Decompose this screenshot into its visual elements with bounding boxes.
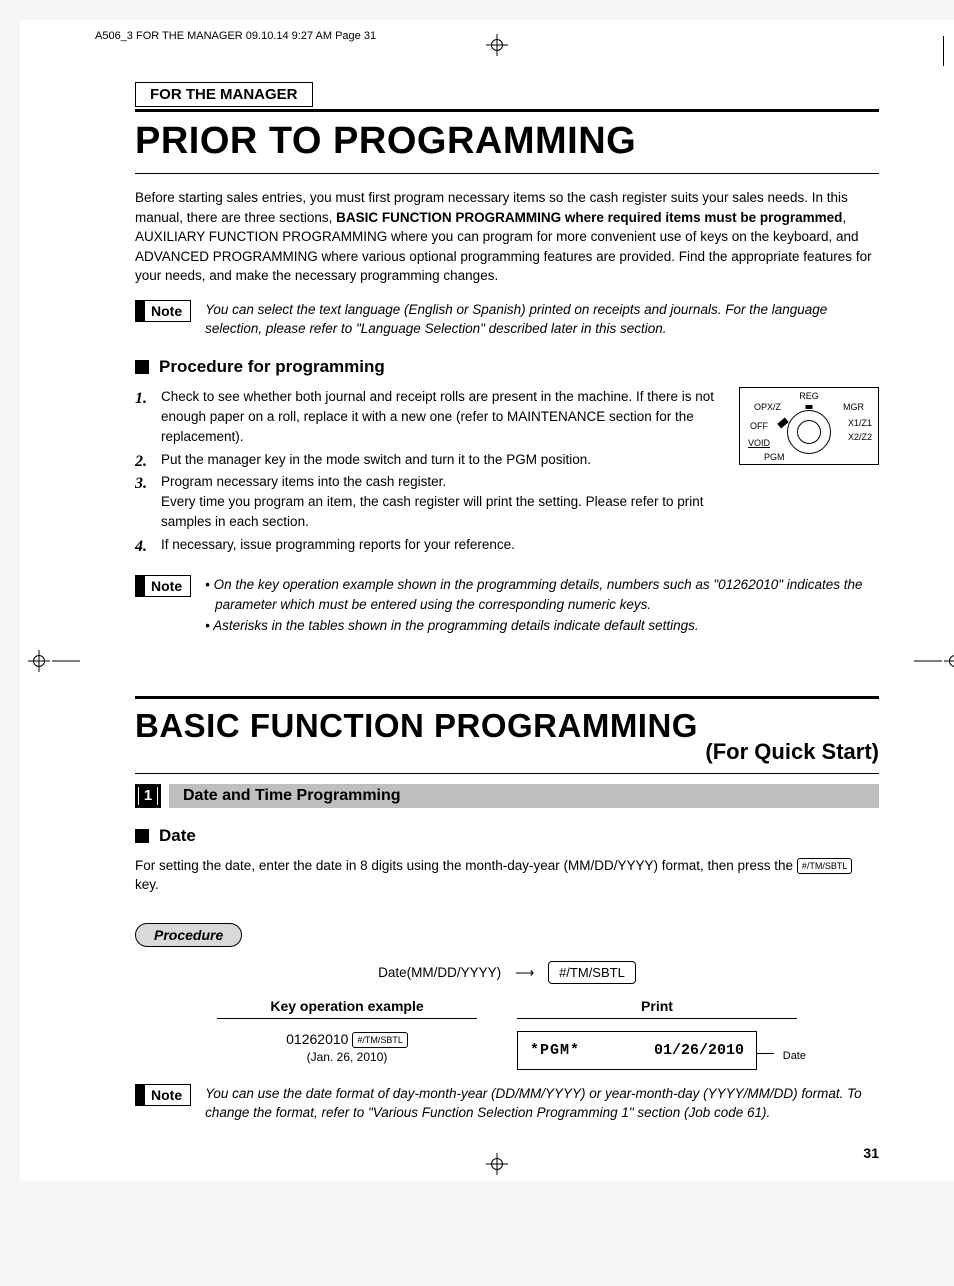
- date-intro-b: key.: [135, 877, 159, 892]
- key-ex-sub: (Jan. 26, 2010): [217, 1050, 477, 1064]
- step-4: 4.If necessary, issue programming report…: [135, 535, 721, 555]
- dial-x1z1: X1/Z1: [848, 418, 872, 428]
- trim-mark-right: [943, 36, 944, 66]
- subheading-text: Procedure for programming: [159, 357, 385, 377]
- date-heading: Date: [159, 826, 196, 846]
- square-bullet-icon: [135, 360, 149, 374]
- callout-line: [756, 1053, 774, 1054]
- step-2-text: Put the manager key in the mode switch a…: [161, 452, 591, 467]
- steps-and-dial: 1.Check to see whether both journal and …: [135, 387, 879, 565]
- step-4-text: If necessary, issue programming reports …: [161, 537, 515, 552]
- page: A506_3 FOR THE MANAGER 09.10.14 9:27 AM …: [20, 20, 954, 1181]
- dial-reg: REG: [799, 391, 819, 401]
- print-pgm: *PGM*: [530, 1042, 580, 1059]
- flow-input-label: Date(MM/DD/YYYY): [378, 965, 501, 980]
- step-3a-text: Program necessary items into the cash re…: [161, 474, 446, 489]
- square-bullet-icon: [135, 829, 149, 843]
- thin-rule-2: [135, 773, 879, 774]
- dial-mgr: MGR: [843, 402, 864, 412]
- procedure-steps: 1.Check to see whether both journal and …: [135, 387, 721, 555]
- dial-circle: [787, 410, 831, 454]
- mode-switch-diagram: REG OPX/Z MGR OFF X1/Z1 VOID X2/Z2 PGM: [739, 387, 879, 465]
- note-text-2: • On the key operation example shown in …: [205, 575, 879, 638]
- key-ex-digits: 01262010: [286, 1031, 348, 1047]
- key-ex-key: #/TM/SBTL: [352, 1032, 408, 1048]
- dial-x2z2: X2/Z2: [848, 432, 872, 442]
- step-1: 1.Check to see whether both journal and …: [135, 387, 721, 448]
- thin-rule: [135, 173, 879, 174]
- note-block-3: Note You can use the date format of day-…: [135, 1084, 879, 1123]
- note-text-3: You can use the date format of day-month…: [205, 1084, 879, 1123]
- note2-bullet-1: • On the key operation example shown in …: [205, 575, 879, 614]
- dial-opxz: OPX/Z: [754, 402, 781, 412]
- dial-void: VOID: [748, 438, 770, 448]
- procedure-flow: Date(MM/DD/YYYY) ⟶ #/TM/SBTL: [135, 961, 879, 984]
- topic-bar: 1 Date and Time Programming: [135, 784, 879, 808]
- dial-marker: [806, 405, 813, 409]
- note-badge: Note: [135, 300, 191, 322]
- registration-mark-bottom: [486, 1153, 508, 1175]
- note-block-1: Note You can select the text language (E…: [135, 300, 879, 339]
- date-intro-a: For setting the date, enter the date in …: [135, 858, 797, 873]
- note2-bullet-2: • Asterisks in the tables shown in the p…: [205, 616, 879, 636]
- dial-off: OFF: [750, 421, 768, 431]
- print-sample-box: *PGM* 01/26/2010 Date: [517, 1031, 757, 1070]
- dial-pgm: PGM: [764, 452, 785, 462]
- subheading-date: Date: [135, 826, 879, 846]
- key-example: 01262010 #/TM/SBTL (Jan. 26, 2010): [217, 1031, 477, 1064]
- topic-number: 1: [135, 784, 161, 808]
- topic-label: Date and Time Programming: [169, 784, 879, 808]
- key-tmsbtl-inline: #/TM/SBTL: [797, 858, 853, 874]
- step-3: 3.Program necessary items into the cash …: [135, 472, 721, 533]
- arrow-icon: ⟶: [515, 965, 534, 980]
- heavy-rule: [135, 109, 879, 112]
- intro-bold: BASIC FUNCTION PROGRAMMING where require…: [336, 210, 842, 225]
- note-badge-2: Note: [135, 575, 191, 597]
- note-badge-3: Note: [135, 1084, 191, 1106]
- example-columns: Key operation example 01262010 #/TM/SBTL…: [135, 998, 879, 1070]
- step-2: 2.Put the manager key in the mode switch…: [135, 450, 721, 470]
- registration-mark-left: [28, 650, 50, 672]
- date-callout: Date: [783, 1050, 806, 1062]
- flow-key: #/TM/SBTL: [548, 961, 636, 984]
- key-operation-column: Key operation example 01262010 #/TM/SBTL…: [217, 998, 477, 1070]
- date-intro: For setting the date, enter the date in …: [135, 856, 879, 895]
- print-heading: Print: [517, 998, 797, 1019]
- content-area: FOR THE MANAGER PRIOR TO PROGRAMMING Bef…: [20, 52, 954, 1123]
- page-number: 31: [863, 1145, 879, 1161]
- intro-paragraph: Before starting sales entries, you must …: [135, 188, 879, 286]
- note-block-2: Note • On the key operation example show…: [135, 575, 879, 638]
- key-op-heading: Key operation example: [217, 998, 477, 1019]
- step-1-text: Check to see whether both journal and re…: [161, 389, 714, 445]
- procedure-badge: Procedure: [135, 923, 242, 947]
- subheading-procedure: Procedure for programming: [135, 357, 879, 377]
- registration-mark-right: [944, 650, 954, 672]
- note-text: You can select the text language (Englis…: [205, 300, 879, 339]
- section-tab: FOR THE MANAGER: [135, 82, 313, 107]
- step-3b-text: Every time you program an item, the cash…: [161, 494, 704, 529]
- print-column: Print *PGM* 01/26/2010 Date: [517, 998, 797, 1070]
- heavy-rule-2: [135, 696, 879, 699]
- page-title: PRIOR TO PROGRAMMING: [135, 120, 879, 163]
- print-header-line: A506_3 FOR THE MANAGER 09.10.14 9:27 AM …: [20, 30, 954, 52]
- print-date: 01/26/2010: [654, 1042, 744, 1059]
